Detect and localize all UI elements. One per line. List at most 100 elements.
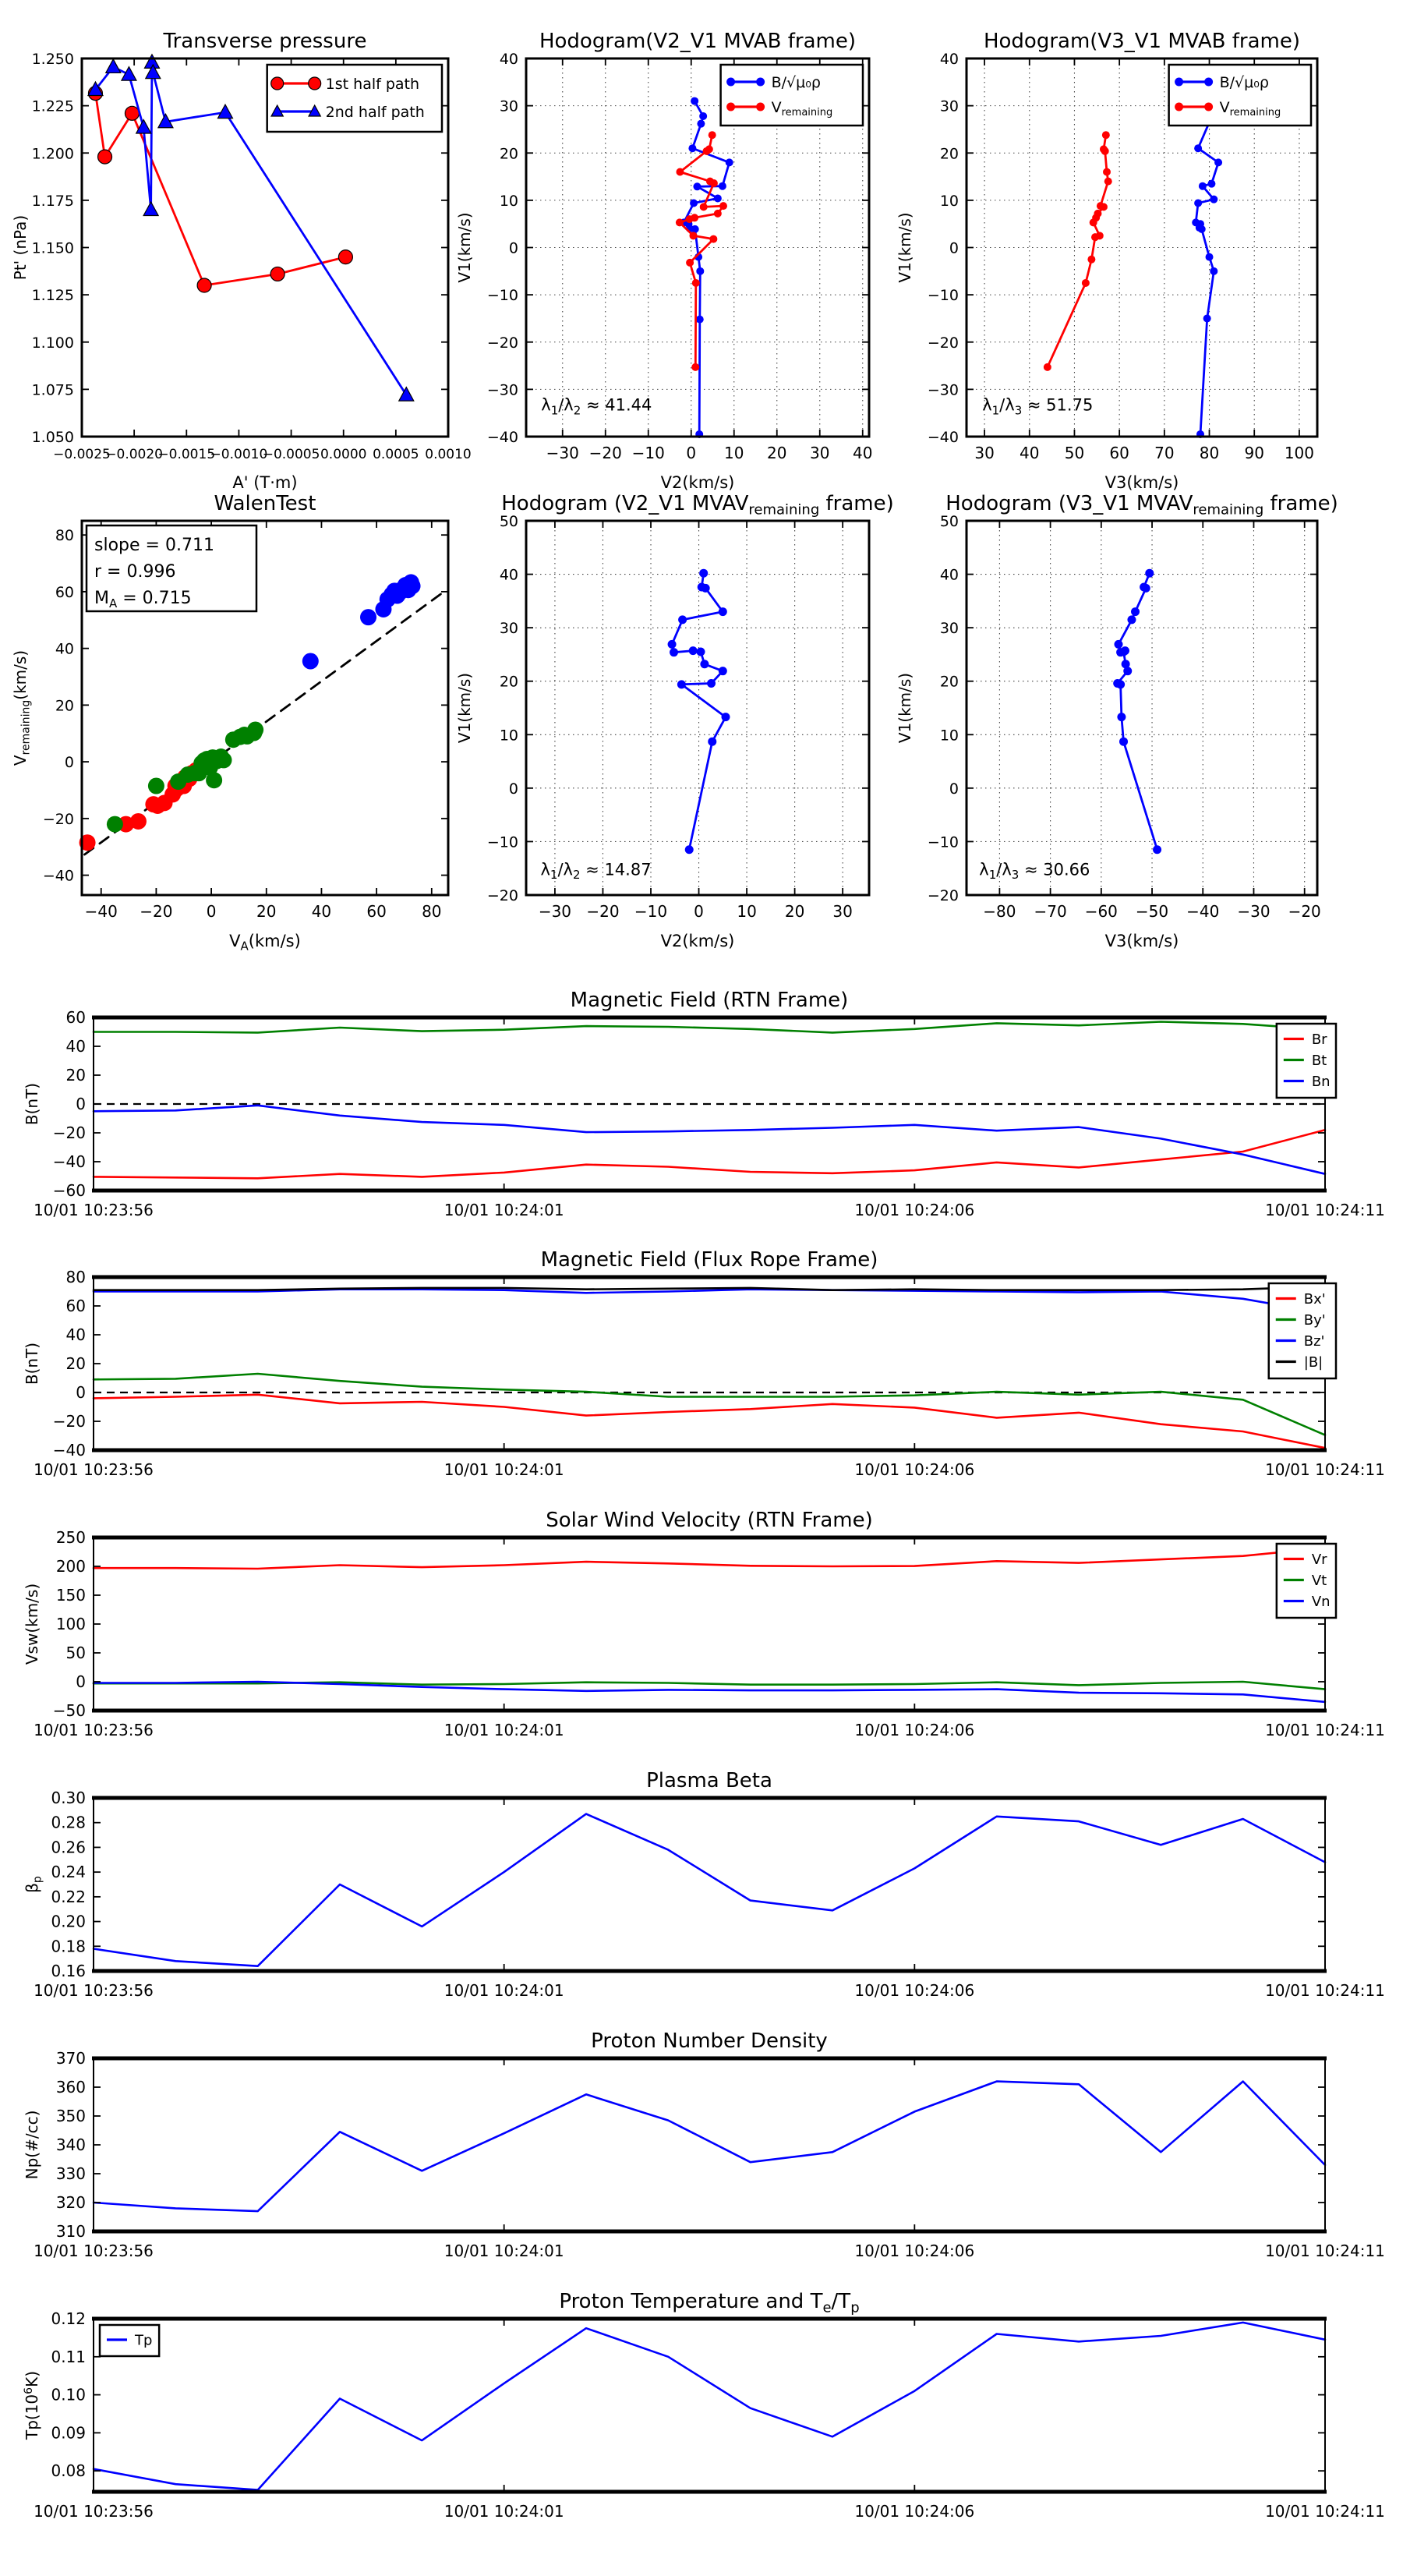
svg-text:0: 0	[949, 240, 959, 257]
svg-text:10/01 10:24:01: 10/01 10:24:01	[444, 1981, 564, 2000]
svg-text:Vr: Vr	[1312, 1552, 1327, 1568]
svg-text:0.24: 0.24	[51, 1863, 86, 1881]
svg-text:V1(km/s): V1(km/s)	[455, 212, 474, 282]
svg-text:1.250: 1.250	[32, 51, 74, 68]
svg-text:30: 30	[974, 444, 994, 462]
svg-text:80: 80	[66, 1268, 86, 1286]
svg-text:0: 0	[76, 1095, 86, 1113]
svg-text:30: 30	[500, 620, 518, 637]
svg-text:1.125: 1.125	[32, 287, 74, 304]
svg-text:0: 0	[949, 780, 959, 798]
svg-text:10/01 10:24:06: 10/01 10:24:06	[854, 1460, 974, 1479]
svg-text:λ1​/λ2​ ≈ 14.87: λ1​/λ2​ ≈ 14.87	[540, 861, 651, 883]
svg-text:|B|: |B|	[1304, 1354, 1323, 1371]
svg-text:10/01 10:24:11: 10/01 10:24:11	[1265, 2502, 1385, 2521]
svg-text:−80: −80	[983, 902, 1016, 921]
svg-text:0: 0	[65, 754, 74, 771]
mag_rtn-title: Magnetic Field (RTN Frame)	[571, 989, 849, 1012]
svg-text:310: 310	[56, 2222, 86, 2241]
svg-text:370: 370	[56, 2049, 86, 2068]
svg-text:0.22: 0.22	[51, 1888, 86, 1906]
svg-text:0: 0	[509, 780, 518, 798]
svg-text:0.08: 0.08	[51, 2461, 86, 2480]
svg-text:0: 0	[509, 240, 518, 257]
hodogram_v3v1_mvab-title: Hodogram(V3_V1 MVAB frame)	[984, 30, 1300, 53]
svg-text:1.175: 1.175	[32, 193, 74, 210]
svg-text:10: 10	[500, 193, 518, 210]
svg-text:340: 340	[56, 2135, 86, 2154]
proton_density-title: Proton Number Density	[591, 2029, 828, 2053]
svg-text:−20: −20	[928, 887, 959, 904]
svg-text:10/01 10:23:56: 10/01 10:23:56	[34, 2502, 154, 2521]
svg-text:10: 10	[940, 727, 959, 744]
panel-proton_temp: 10/01 10:23:56 10/01 10:24:01 10/01 10:24:…	[23, 2290, 1385, 2521]
svg-text:10/01 10:24:11: 10/01 10:24:11	[1265, 1981, 1385, 2000]
svg-text:30: 30	[832, 902, 852, 921]
svg-text:0.18: 0.18	[51, 1937, 86, 1955]
svg-text:−10: −10	[634, 902, 667, 921]
svg-text:40: 40	[1020, 444, 1039, 462]
svg-text:360: 360	[56, 2078, 86, 2097]
svg-text:0.28: 0.28	[51, 1813, 86, 1832]
svg-text:10/01 10:23:56: 10/01 10:23:56	[34, 1721, 154, 1739]
svg-text:20: 20	[256, 902, 276, 921]
panel-hodogram_v3v1_mvav: −80 −70 −60 −50 −40 −30 −20 50 40 30 20 10 0 −10 −20 Ho…	[896, 492, 1338, 950]
svg-text:0.0000: 0.0000	[320, 447, 366, 462]
panel-vsw_rtn: 10/01 10:23:56 10/01 10:24:01 10/01 10:24:…	[23, 1509, 1385, 1739]
svg-text:−50: −50	[53, 1701, 86, 1720]
svg-text:10: 10	[500, 727, 518, 744]
svg-text:−40: −40	[53, 1152, 86, 1171]
panel-plasma_beta: 10/01 10:23:56 10/01 10:24:01 10/01 10:24:…	[23, 1769, 1385, 2000]
svg-text:Br: Br	[1312, 1031, 1327, 1048]
svg-text:70: 70	[1154, 444, 1174, 462]
svg-text:−40: −40	[487, 429, 518, 446]
svg-text:B(nT): B(nT)	[23, 1343, 41, 1385]
svg-text:Np(#/cc): Np(#/cc)	[23, 2111, 41, 2180]
svg-text:By': By'	[1304, 1312, 1326, 1329]
svg-text:−30: −30	[487, 381, 518, 398]
svg-text:V1(km/s): V1(km/s)	[455, 673, 474, 743]
walen_test-title: WalenTest	[214, 492, 316, 515]
svg-text:Vsw(km/s): Vsw(km/s)	[23, 1583, 41, 1665]
svg-text:−30: −30	[546, 444, 579, 462]
svg-text:20: 20	[785, 902, 804, 921]
svg-text:60: 60	[66, 1297, 86, 1315]
svg-text:1.150: 1.150	[32, 240, 74, 257]
svg-text:0.26: 0.26	[51, 1838, 86, 1856]
svg-text:10/01 10:24:11: 10/01 10:24:11	[1265, 1201, 1385, 1219]
svg-text:Vn: Vn	[1312, 1594, 1331, 1610]
svg-text:V3(km/s): V3(km/s)	[1105, 932, 1179, 950]
svg-text:50: 50	[66, 1644, 86, 1662]
svg-text:40: 40	[55, 641, 74, 658]
svg-text:−0.0020: −0.0020	[105, 447, 163, 462]
svg-text:Tp: Tp	[134, 2332, 152, 2348]
svg-text:B/√μ₀ρ: B/√μ₀ρ	[1220, 74, 1269, 91]
svg-text:−10: −10	[928, 287, 959, 304]
svg-text:−20: −20	[589, 444, 622, 462]
svg-text:−20: −20	[53, 1412, 86, 1431]
svg-text:0: 0	[76, 1672, 86, 1691]
panel-proton_density: 10/01 10:23:56 10/01 10:24:01 10/01 10:24:…	[23, 2029, 1385, 2260]
svg-text:0.09: 0.09	[51, 2423, 86, 2442]
svg-text:V3(km/s): V3(km/s)	[1105, 473, 1179, 492]
svg-text:10/01 10:24:01: 10/01 10:24:01	[444, 2242, 564, 2260]
svg-text:−20: −20	[487, 334, 518, 352]
svg-text:0.10: 0.10	[51, 2386, 86, 2404]
svg-text:−0.0010: −0.0010	[210, 447, 268, 462]
svg-text:Vt: Vt	[1312, 1573, 1327, 1589]
svg-text:0.30: 0.30	[51, 1789, 86, 1807]
svg-text:10/01 10:24:06: 10/01 10:24:06	[854, 1201, 974, 1219]
svg-text:−30: −30	[928, 381, 959, 398]
svg-text:10/01 10:23:56: 10/01 10:23:56	[34, 1981, 154, 2000]
svg-text:−20: −20	[43, 811, 74, 828]
svg-text:60: 60	[1109, 444, 1129, 462]
svg-text:40: 40	[500, 51, 518, 68]
svg-text:200: 200	[56, 1557, 86, 1576]
svg-text:0.0010: 0.0010	[425, 447, 471, 462]
svg-text:40: 40	[940, 567, 959, 584]
svg-text:10/01 10:24:06: 10/01 10:24:06	[854, 1721, 974, 1739]
svg-text:−30: −30	[539, 902, 571, 921]
svg-text:−40: −40	[53, 1441, 86, 1460]
